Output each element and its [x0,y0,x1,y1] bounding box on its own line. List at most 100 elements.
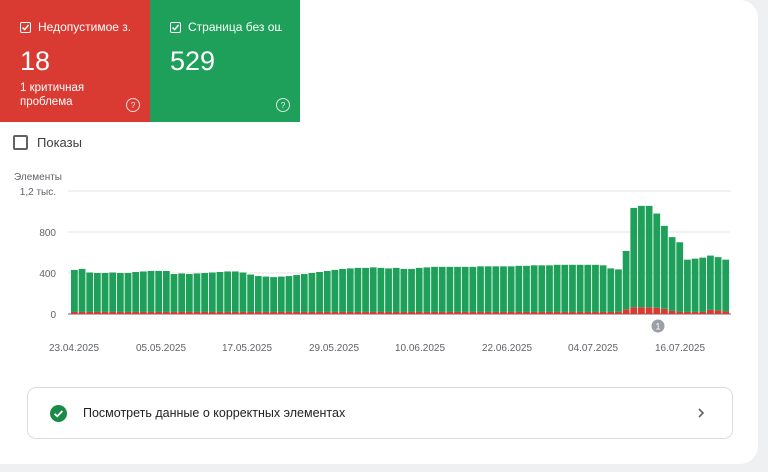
valid-bar [714,257,722,311]
valid-bar [362,267,369,312]
valid-bar [553,264,561,312]
error-bar [592,311,599,314]
valid-bar [231,271,239,312]
valid-bar [300,274,308,312]
checkbox-unchecked-icon[interactable] [13,135,28,150]
error-bar [147,311,155,314]
valid-bar [400,268,408,312]
valid-bar [124,273,132,312]
valid-bar [500,266,507,312]
error-bar [247,311,255,314]
valid-bar [661,225,668,309]
error-bar [507,311,515,314]
annotation-label: 1 [655,322,660,332]
error-bar [339,311,346,314]
error-bar [714,310,722,314]
valid-bar [653,213,661,308]
error-bar [392,311,400,314]
valid-bar [201,273,209,312]
x-tick-label: 05.05.2025 [136,343,186,354]
x-tick-label: 17.05.2025 [222,343,272,354]
error-bar [354,311,362,314]
error-bar [71,311,78,314]
valid-bar [546,265,553,312]
valid-bar [239,272,247,312]
valid-bar [415,267,423,312]
error-bar [638,307,645,314]
error-bar [415,311,423,314]
valid-bar [507,266,515,312]
valid-bar [109,272,117,312]
error-bar [254,311,262,314]
error-bar [201,311,209,314]
error-bar [630,307,638,314]
error-bar [546,311,553,314]
valid-bar [469,266,477,312]
valid-bar [523,265,530,312]
x-tick-label: 22.06.2025 [482,343,532,354]
valid-bar [592,264,599,312]
checkbox-checked-icon[interactable] [170,21,181,33]
error-bar [385,311,392,314]
error-bar [530,311,538,314]
help-icon[interactable]: ? [276,98,290,112]
error-bar [231,311,239,314]
error-bar [270,311,277,314]
valid-pages-count: 529 [170,46,216,76]
error-bar [193,311,201,314]
error-bar [661,308,668,314]
error-bar [208,311,216,314]
valid-pages-label: Страница без ош... [188,20,282,34]
error-bar [707,309,714,314]
issues-card: Недопустимое з... 18 1 критичная проблем… [0,0,758,464]
valid-bar [116,273,124,312]
error-bar [109,311,117,314]
valid-bar [147,270,155,312]
valid-bar [285,276,293,312]
valid-bar [308,273,316,312]
error-bar [538,311,546,314]
valid-bar [331,269,339,312]
error-bar [400,311,408,314]
error-bar [408,311,415,314]
critical-issue-text: 1 критичная проблема [20,82,85,108]
valid-bar [377,267,385,312]
valid-bar [454,266,461,312]
valid-bar [139,271,147,312]
valid-bar [423,267,431,312]
y-axis-title: Элементы [14,172,62,183]
valid-bar [369,267,377,312]
error-bar [515,311,523,314]
error-bar [331,311,339,314]
valid-pages-tile[interactable]: Страница без ош... 529 ? [150,0,300,122]
check-circle-icon [50,405,67,422]
help-icon[interactable]: ? [126,98,140,112]
valid-bar [431,266,438,312]
valid-bar [170,274,178,312]
valid-bar [438,266,446,312]
invalid-items-tile[interactable]: Недопустимое з... 18 1 критичная проблем… [0,0,150,122]
error-bar [523,311,530,314]
valid-bar [638,205,645,308]
error-bar [300,311,308,314]
error-bar [576,311,584,314]
view-valid-items-link[interactable]: Посмотреть данные о корректных элементах [27,387,733,439]
impressions-toggle[interactable]: Показы [13,135,82,150]
valid-bar [224,271,232,312]
valid-bar [270,277,277,312]
error-bar [262,311,270,314]
x-tick-label: 29.05.2025 [309,343,359,354]
error-bar [239,311,247,314]
error-bar [155,311,163,314]
error-bar [500,311,507,314]
checkbox-checked-icon[interactable] [20,21,31,33]
error-bar [461,311,469,314]
valid-bar [155,270,163,312]
valid-bar [178,273,186,312]
annotation-marker [651,319,665,333]
error-bar [139,311,147,314]
y-tick-label: 400 [39,269,56,280]
valid-bar [691,258,699,312]
error-bar [316,311,323,314]
valid-bar [676,242,684,312]
